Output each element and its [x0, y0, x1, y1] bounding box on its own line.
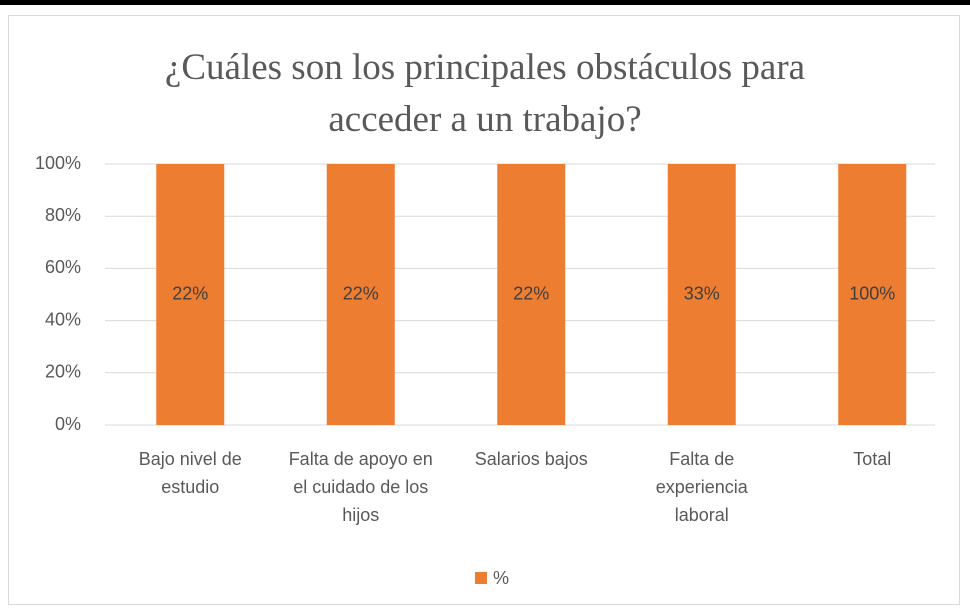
data-label: 33%	[684, 283, 720, 303]
x-tick-label: Bajo nivel de estudio	[138, 449, 242, 497]
bar	[326, 164, 395, 425]
y-tick-label: 40%	[45, 309, 81, 329]
y-tick-label: 100%	[35, 153, 81, 173]
x-tick-label: Total	[853, 449, 892, 469]
y-tick-label: 0%	[55, 414, 81, 434]
chart-title: ¿Cuáles son los principales obstáculos p…	[164, 47, 806, 140]
data-label: 100%	[849, 283, 895, 303]
y-tick-label: 20%	[45, 362, 81, 382]
y-tick-label: 60%	[45, 257, 81, 277]
bar	[156, 164, 225, 425]
y-tick-label: 80%	[45, 205, 81, 225]
data-label: 22%	[513, 283, 549, 303]
x-tick-label: Falta de apoyo en el cuidado de los hijo…	[288, 449, 433, 525]
x-tick-label: Falta de experiencia laboral	[655, 449, 748, 525]
legend-swatch	[475, 572, 487, 584]
bar	[667, 164, 736, 425]
x-tick-label: Salarios bajos	[474, 449, 588, 469]
bar	[497, 164, 566, 425]
legend-label: %	[493, 568, 509, 588]
bar	[838, 164, 907, 425]
data-label: 22%	[172, 283, 208, 303]
chart-border	[8, 15, 960, 605]
top-rule	[0, 0, 970, 5]
data-label: 22%	[343, 283, 379, 303]
